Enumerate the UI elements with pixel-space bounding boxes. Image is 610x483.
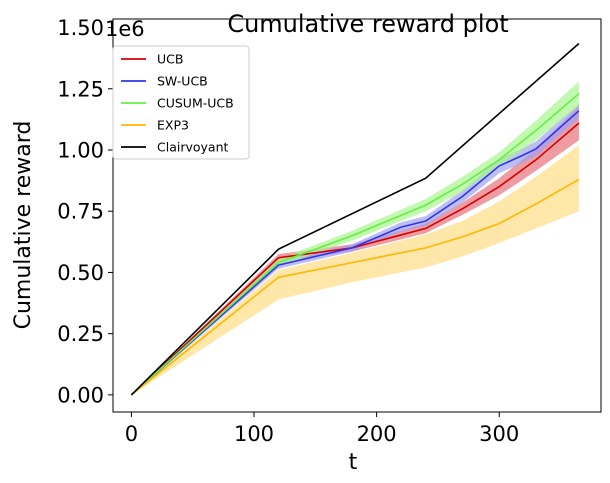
cusum-ucb-legend-label: CUSUM-UCB	[157, 96, 234, 111]
cusum-ucb-line	[130, 93, 580, 396]
ucb-line	[130, 122, 580, 396]
exp3-line	[130, 178, 580, 396]
y-tick-label: 1.50	[57, 16, 104, 40]
x-tick-label: 300	[479, 422, 519, 446]
exp3-band	[131, 145, 579, 395]
x-axis-label: t	[349, 450, 358, 475]
series-lines	[130, 42, 580, 396]
chart-title: Cumulative reward plot	[227, 10, 508, 38]
sw-ucb-band	[131, 103, 579, 395]
y-tick-label: 1.25	[57, 77, 104, 101]
y-tick-label: 0.25	[57, 322, 104, 346]
plot-frame	[112, 18, 602, 413]
sw-ucb-line	[130, 110, 580, 396]
ucb-band	[131, 105, 579, 395]
y-tick-label: 1.00	[57, 139, 104, 163]
y-tick-label: 0.00	[57, 383, 104, 407]
x-tick-label: 100	[234, 422, 274, 446]
legend-box	[112, 45, 250, 160]
clairvoyant-legend-label: Clairvoyant	[157, 140, 228, 155]
x-tick-label: 0	[125, 422, 138, 446]
exp3-legend-label: EXP3	[157, 118, 189, 133]
clairvoyant-line	[130, 42, 580, 396]
x-axis-ticks: 0 100 200 300	[125, 412, 519, 446]
y-axis-ticks: 0.00 0.25 0.50 0.75 1.00 1.25 1.50	[57, 16, 113, 407]
confidence-bands	[131, 81, 579, 395]
y-axis-label: Cumulative reward	[11, 121, 36, 330]
x-tick-label: 200	[357, 422, 397, 446]
ucb-legend-label: UCB	[157, 52, 183, 67]
y-tick-label: 0.50	[57, 261, 104, 285]
legend: UCB SW-UCB CUSUM-UCB EXP3 Clairvoyant	[112, 45, 250, 160]
y-offset-label: 1e6	[105, 17, 145, 41]
cusum-ucb-band	[131, 81, 579, 395]
y-tick-label: 0.75	[57, 200, 104, 224]
sw-ucb-legend-label: SW-UCB	[157, 74, 208, 89]
